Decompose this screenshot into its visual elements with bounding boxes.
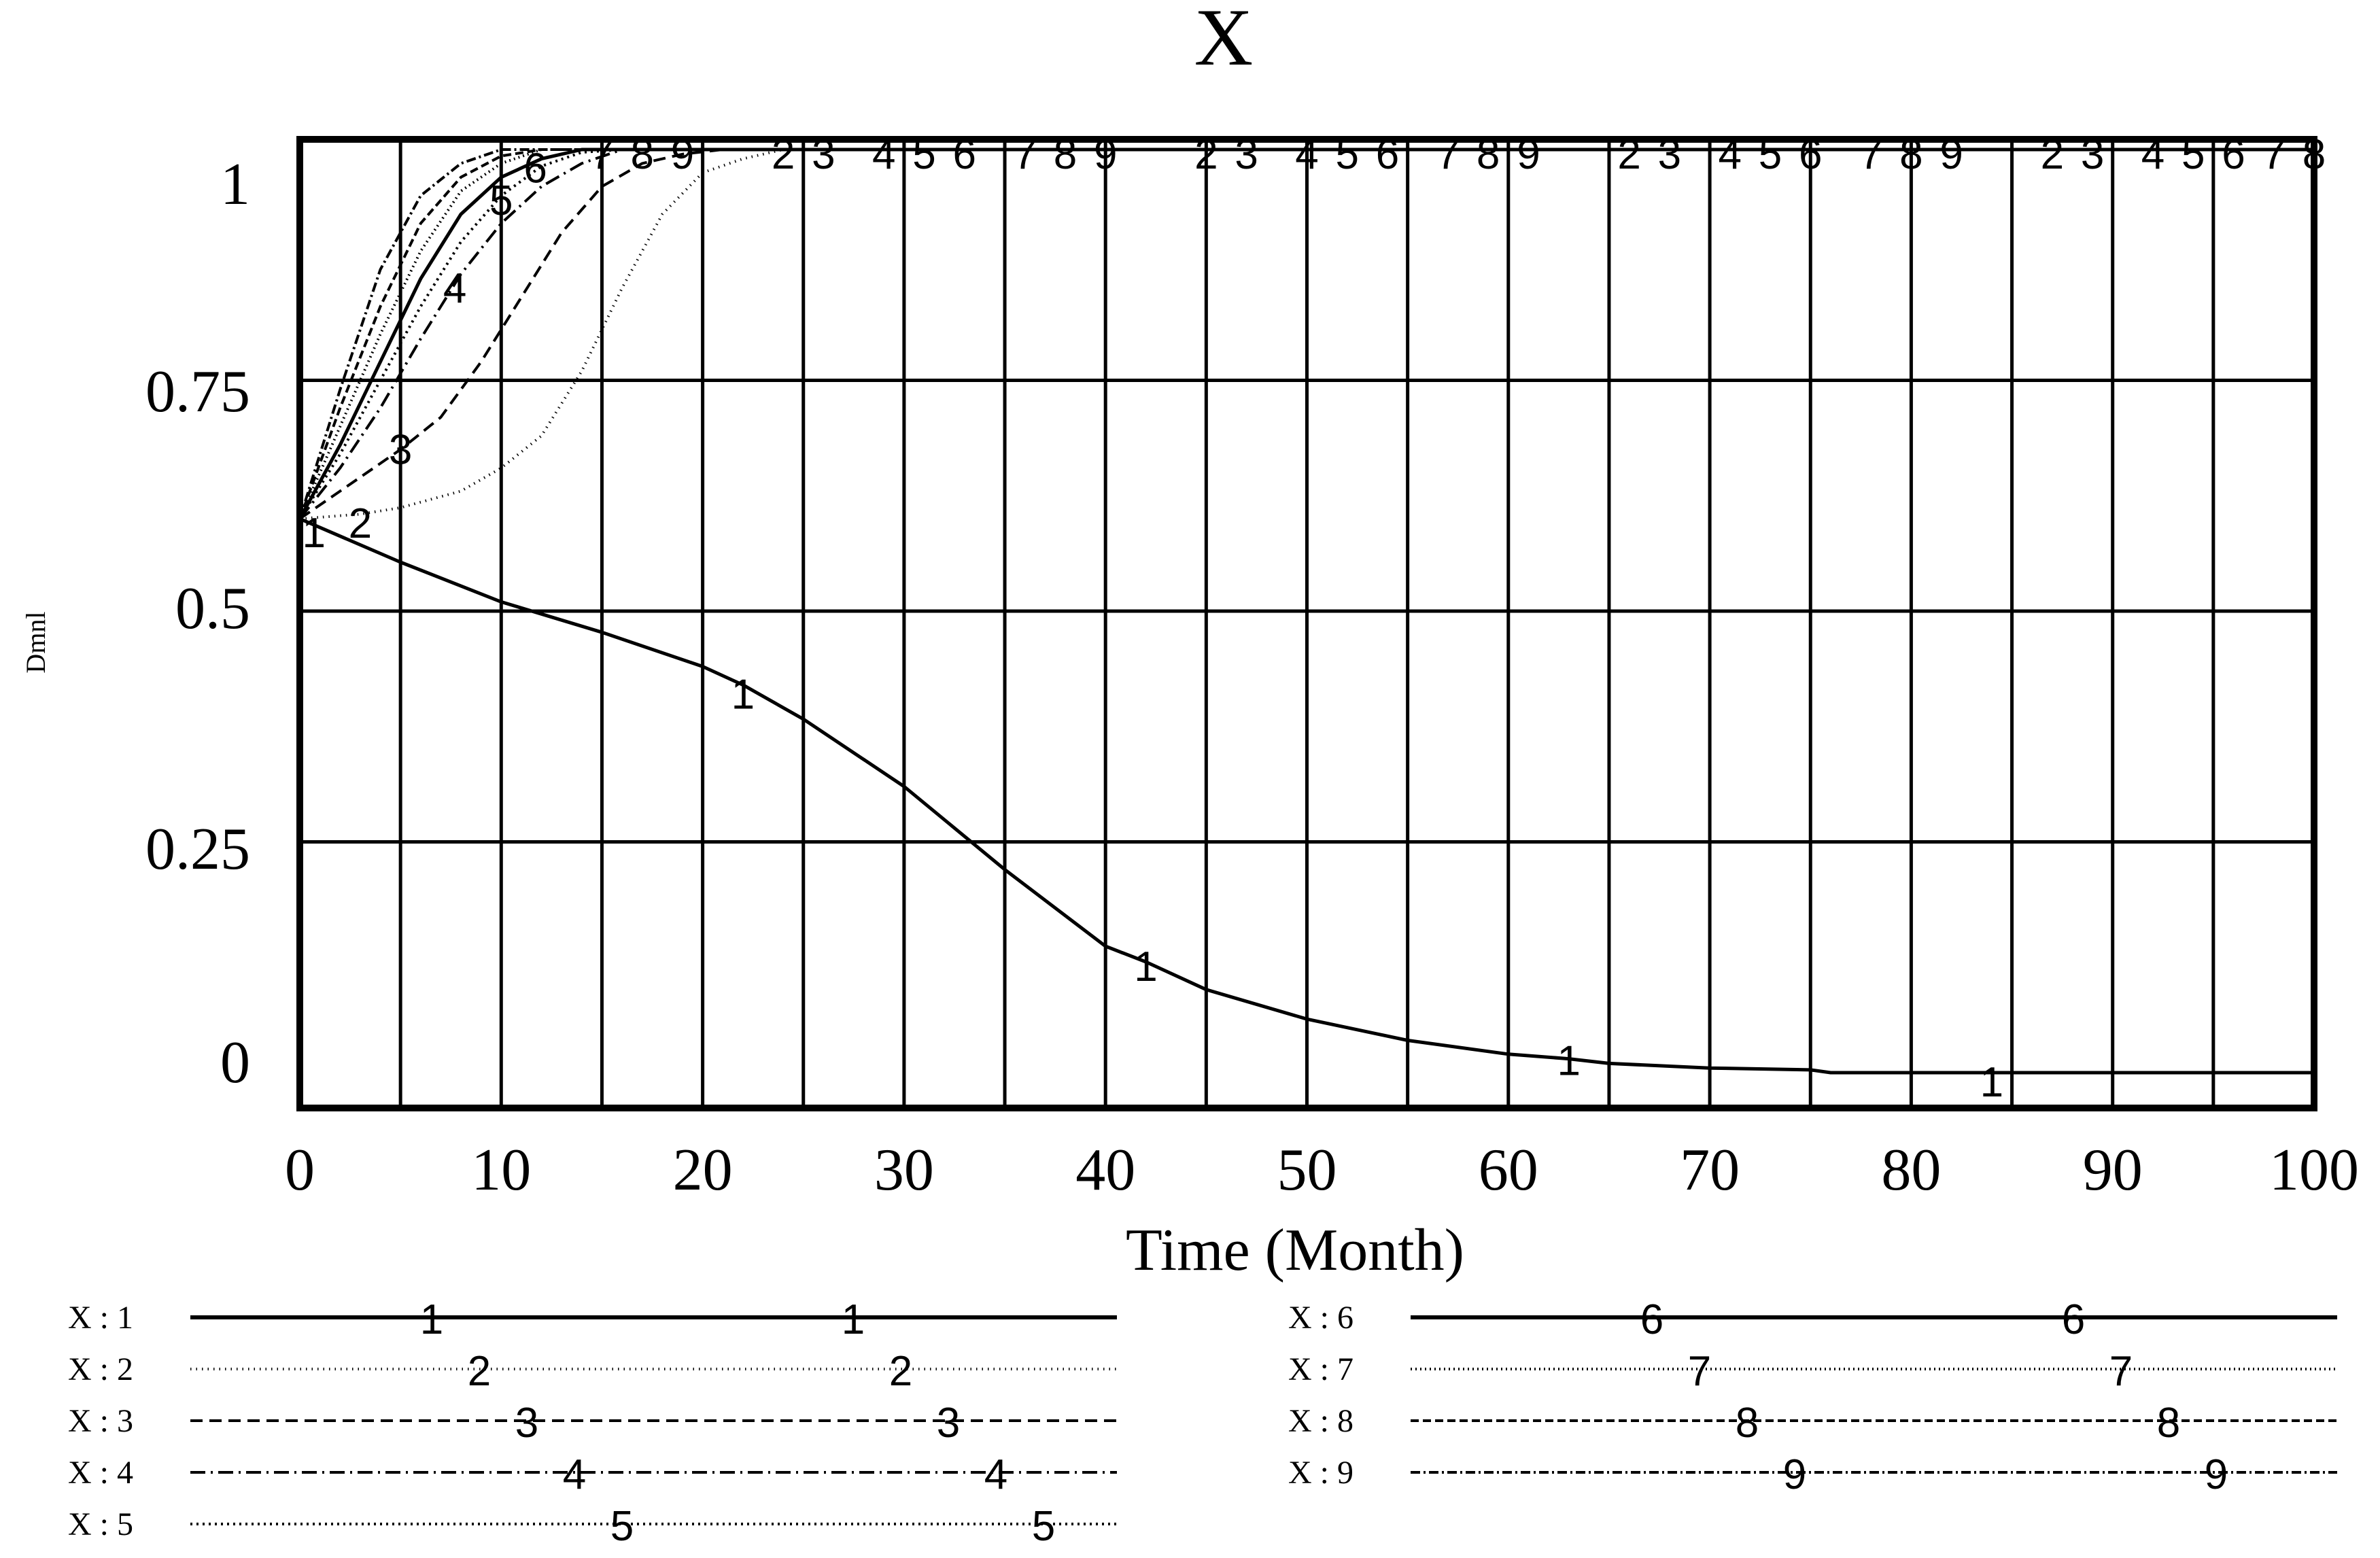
legend-marker: 2 bbox=[468, 1348, 491, 1395]
x-tick-label: 80 bbox=[1881, 1137, 1941, 1203]
grid bbox=[300, 139, 2314, 1108]
legend-marker: 9 bbox=[2205, 1451, 2228, 1498]
x-axis-label: Time (Month) bbox=[1126, 1217, 1464, 1283]
legend-label: X : 5 bbox=[68, 1506, 133, 1542]
x-tick-label: 40 bbox=[1075, 1137, 1135, 1203]
legend-marker: 7 bbox=[1688, 1348, 1711, 1395]
legend-marker: 5 bbox=[1032, 1503, 1055, 1550]
y-tick-label: 0.5 bbox=[175, 576, 250, 642]
series-marker-label: 1 bbox=[1980, 1059, 2003, 1106]
legend-marker: 9 bbox=[1783, 1451, 1806, 1498]
legend-marker: 4 bbox=[563, 1451, 586, 1498]
legend-label: X : 7 bbox=[1288, 1351, 1353, 1387]
legend-label: X : 4 bbox=[68, 1455, 133, 1491]
series-marker-label: 6 bbox=[523, 145, 547, 192]
legend-marker: 1 bbox=[842, 1296, 865, 1343]
legend-marker: 6 bbox=[2062, 1296, 2085, 1343]
ticks: 0 10 20 30 40 50 60 70 80 90 100 0 0.25 0.5 0.75 1 bbox=[145, 152, 2359, 1203]
y-tick-label: 0.25 bbox=[145, 816, 250, 882]
y-axis-label: Dmnl bbox=[20, 611, 51, 673]
plot-frame bbox=[296, 136, 2317, 1111]
legend-marker: 3 bbox=[515, 1400, 538, 1447]
series-marker-label: 1 bbox=[1557, 1038, 1580, 1085]
series-marker-label: 2 bbox=[349, 500, 372, 547]
legend-label: X : 6 bbox=[1288, 1300, 1353, 1336]
legend-marker: 2 bbox=[889, 1348, 912, 1395]
series-marker-label: 5 bbox=[489, 177, 513, 224]
legend-label: X : 1 bbox=[68, 1300, 133, 1336]
x-tick-label: 10 bbox=[471, 1137, 531, 1203]
x-tick-label: 100 bbox=[2269, 1137, 2359, 1203]
series-marker-label: 1 bbox=[1134, 944, 1157, 990]
legend-marker: 8 bbox=[1736, 1400, 1759, 1447]
series-marker-label: 4 bbox=[443, 265, 466, 312]
legend-marker: 4 bbox=[984, 1451, 1007, 1498]
series-marker-label: 1 bbox=[302, 510, 325, 557]
series-marker-label: 3 bbox=[389, 427, 412, 474]
x-tick-label: 60 bbox=[1479, 1137, 1538, 1203]
legend-label: X : 3 bbox=[68, 1403, 133, 1439]
x-tick-label: 70 bbox=[1680, 1137, 1740, 1203]
legend-marker: 8 bbox=[2157, 1400, 2180, 1447]
x-tick-label: 90 bbox=[2083, 1137, 2143, 1203]
series-line-6 bbox=[298, 148, 2314, 520]
legend-marker: 7 bbox=[2109, 1348, 2133, 1395]
x-tick-label: 50 bbox=[1277, 1137, 1337, 1203]
series-line-5 bbox=[298, 148, 2314, 520]
legend-marker: 1 bbox=[420, 1296, 443, 1343]
legend-marker: 3 bbox=[937, 1400, 960, 1447]
series-layer bbox=[298, 148, 2314, 1075]
legend-label: X : 8 bbox=[1288, 1403, 1353, 1439]
legend-marker: 5 bbox=[610, 1503, 634, 1550]
x-tick-label: 0 bbox=[285, 1137, 315, 1203]
series-marker-label: 1 bbox=[731, 671, 755, 718]
legend-label: X : 9 bbox=[1288, 1455, 1353, 1491]
legend-label: X : 2 bbox=[68, 1351, 133, 1387]
y-tick-label: 1 bbox=[220, 152, 250, 218]
y-tick-label: 0 bbox=[220, 1030, 250, 1096]
legend: X : 1 1 1 X : 2 2 2 X : 3 3 3 X : 4 4 4 X : 5 5 5 X : 6… bbox=[68, 1296, 2337, 1550]
x-tick-label: 20 bbox=[673, 1137, 733, 1203]
x-tick-label: 30 bbox=[874, 1137, 934, 1203]
legend-marker: 6 bbox=[1640, 1296, 1663, 1343]
y-tick-label: 0.75 bbox=[145, 359, 250, 425]
series-line-4 bbox=[298, 148, 2314, 520]
series-line-9 bbox=[298, 148, 2314, 519]
series-line-1 bbox=[299, 517, 2314, 1075]
series-line-8 bbox=[298, 148, 2314, 519]
chart-title: X bbox=[1194, 0, 1254, 82]
